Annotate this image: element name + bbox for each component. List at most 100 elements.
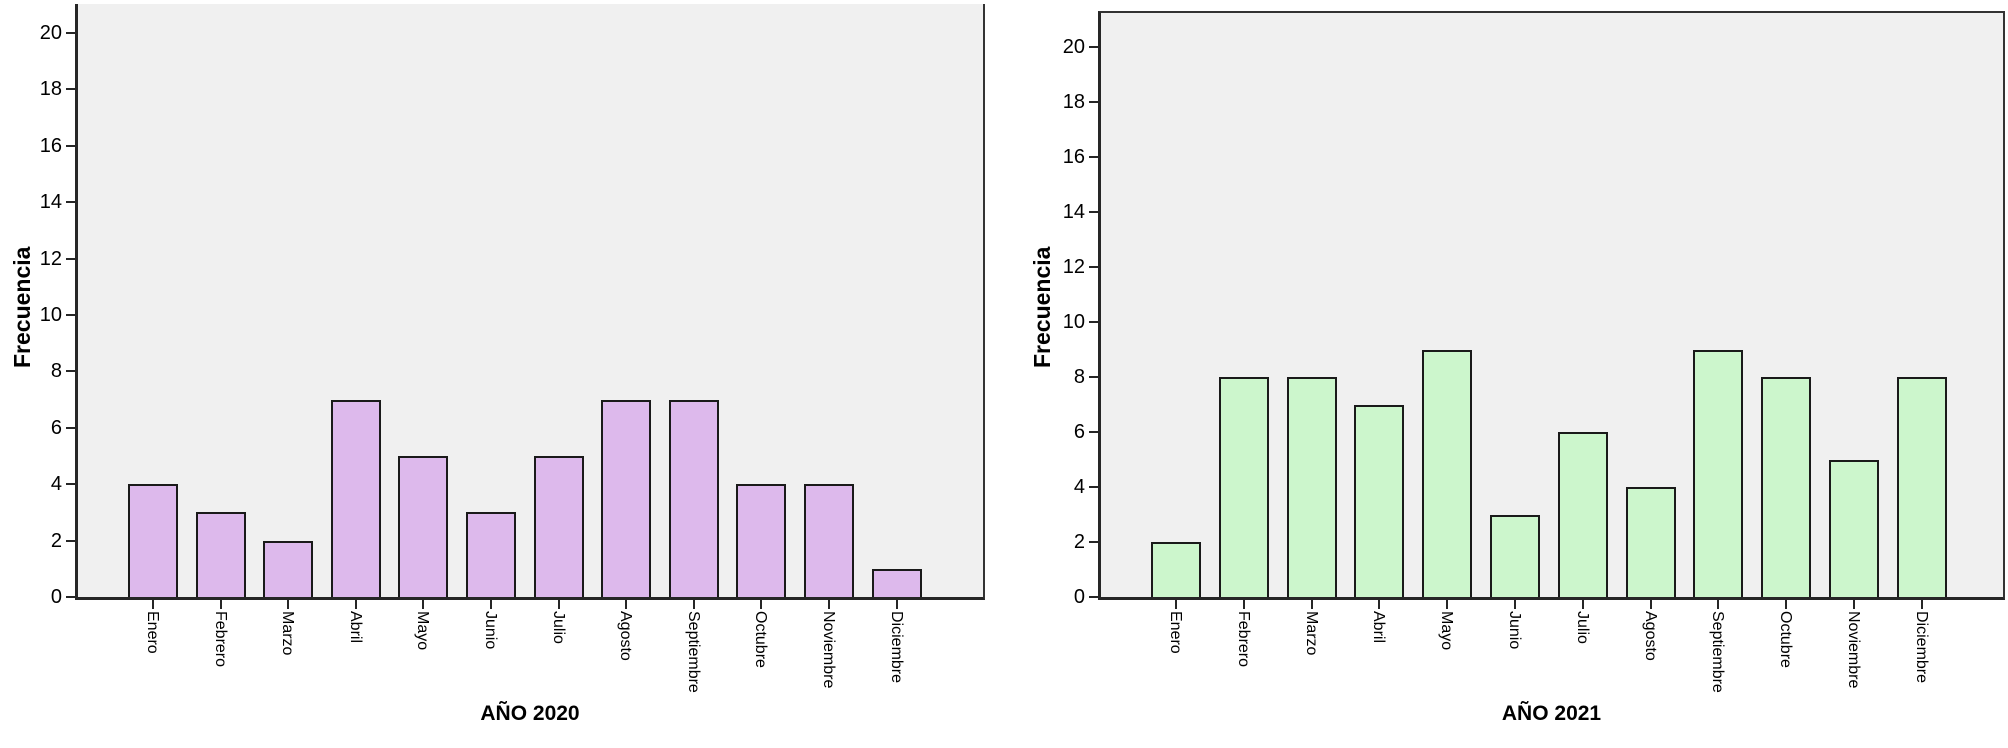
- x-axis-tick-label: Julio: [1573, 611, 1591, 644]
- y-axis-tick-label: 14: [39, 191, 62, 214]
- bar-noviembre: [1829, 459, 1879, 597]
- bar-diciembre: [1896, 377, 1947, 597]
- y-axis-tick-label: 6: [1073, 421, 1085, 443]
- bar-junio: [466, 512, 516, 597]
- y-axis-tick: [1089, 431, 1099, 433]
- bar-noviembre: [804, 484, 854, 597]
- x-axis-tick: [1717, 600, 1720, 609]
- x-axis-tick-label: Octubre: [1777, 611, 1795, 668]
- x-axis-title: AÑO 2021: [1501, 702, 1602, 725]
- y-axis-tick: [66, 32, 76, 34]
- x-axis-tick: [219, 600, 222, 609]
- bar-abril: [330, 399, 381, 597]
- x-axis-tick-label: Diciembre: [1912, 611, 1930, 684]
- y-axis-tick-label: 12: [1062, 256, 1085, 278]
- y-axis-tick-label: 0: [50, 586, 62, 608]
- y-axis-tick: [66, 257, 76, 260]
- x-axis-tick-label: Agosto: [617, 611, 635, 661]
- x-axis-tick: [1920, 600, 1923, 609]
- y-axis-tick: [66, 88, 76, 91]
- y-axis-tick: [1089, 321, 1099, 323]
- x-axis-tick-label: Junio: [482, 611, 499, 650]
- x-axis-tick: [422, 600, 425, 609]
- y-axis-tick-label: 10: [1062, 311, 1085, 333]
- x-axis-tick-label: Febrero: [211, 611, 229, 668]
- x-axis-tick-label: Diciembre: [887, 611, 905, 684]
- bar-marzo: [1286, 377, 1337, 597]
- x-axis-tick-label: Abril: [1370, 611, 1388, 644]
- bar-julio: [1557, 432, 1608, 597]
- x-axis-tick: [1310, 600, 1313, 609]
- y-axis-tick: [1089, 266, 1099, 268]
- y-axis-tick: [66, 483, 76, 486]
- x-axis-tick: [287, 600, 290, 609]
- y-axis-tick: [1089, 376, 1099, 378]
- x-axis-title: AÑO 2020: [480, 702, 580, 725]
- bar-abril: [1354, 404, 1405, 597]
- x-axis-tick: [1242, 600, 1245, 609]
- bar-octubre: [1761, 377, 1812, 597]
- x-axis-tick-label: Marzo: [1302, 611, 1320, 656]
- x-axis-tick: [1514, 600, 1516, 609]
- bar-julio: [533, 456, 584, 597]
- y-axis-tick-label: 20: [1062, 36, 1085, 58]
- x-axis-tick: [895, 600, 898, 609]
- bar-febrero: [1218, 377, 1269, 597]
- x-axis-tick-label: Mayo: [414, 611, 432, 651]
- y-axis-tick: [1089, 46, 1099, 48]
- x-axis-tick: [828, 600, 830, 609]
- x-axis-tick: [1378, 600, 1381, 609]
- y-axis-tick-label: 4: [1073, 476, 1085, 498]
- x-axis-tick-label: Enero: [1167, 611, 1184, 654]
- y-axis-tick-label: 2: [1073, 531, 1085, 553]
- y-axis-tick: [1089, 156, 1099, 158]
- y-axis-tick: [66, 596, 76, 598]
- y-axis-tick: [66, 426, 76, 429]
- bar-agosto: [601, 399, 652, 597]
- y-axis-tick-label: 6: [50, 416, 62, 439]
- x-axis-tick-label: Junio: [1506, 611, 1523, 650]
- y-axis-tick: [66, 539, 76, 542]
- y-axis-tick-label: 14: [1062, 201, 1085, 223]
- y-axis-tick-label: 10: [39, 304, 62, 326]
- x-axis-tick: [625, 600, 628, 609]
- x-axis-tick-label: Abril: [346, 611, 364, 644]
- y-axis-tick-label: 8: [50, 360, 62, 383]
- bar-mayo: [1422, 349, 1473, 597]
- y-axis-tick-label: 4: [50, 473, 62, 496]
- y-axis-tick-label: 12: [39, 247, 62, 270]
- x-axis-tick-label: Agosto: [1641, 611, 1659, 661]
- bar-enero: [128, 484, 178, 597]
- bar-septiembre: [668, 399, 719, 597]
- y-axis-tick-label: 0: [1073, 586, 1085, 608]
- x-axis-tick: [1581, 600, 1584, 609]
- x-axis-tick: [557, 600, 560, 609]
- y-axis-tick: [1089, 486, 1099, 488]
- y-axis-tick-label: 2: [50, 529, 62, 552]
- x-axis-tick-label: Mayo: [1438, 611, 1456, 651]
- y-axis-tick-label: 16: [39, 134, 62, 157]
- bar-marzo: [263, 540, 314, 597]
- y-axis-tick: [1089, 596, 1099, 598]
- x-axis-tick-label: Septiembre: [1709, 611, 1727, 693]
- x-axis-tick: [490, 600, 492, 609]
- bar-febrero: [195, 512, 246, 597]
- bar-agosto: [1625, 487, 1676, 597]
- x-axis-tick: [1649, 600, 1652, 609]
- plot-area-2020: 0 2 4 6 8 10 12 14 16 18 20 Enero Febrero Marzo Abril M…: [40, 4, 985, 693]
- y-axis-tick-label: 18: [39, 78, 62, 101]
- x-axis-tick-label: Noviembre: [820, 611, 837, 689]
- bar-diciembre: [871, 568, 922, 597]
- y-axis-tick: [1089, 541, 1099, 543]
- y-axis-tick-label: 18: [1062, 91, 1085, 113]
- x-axis-tick-label: Marzo: [279, 611, 297, 656]
- x-axis-tick: [760, 600, 763, 609]
- x-axis-tick-label: Febrero: [1234, 611, 1252, 668]
- y-axis-tick-label: 20: [39, 22, 62, 44]
- y-axis-tick: [1089, 211, 1099, 213]
- x-axis-tick-label: Septiembre: [684, 611, 702, 693]
- bar-junio: [1490, 514, 1540, 597]
- x-axis-tick: [1785, 600, 1788, 609]
- y-axis-tick: [1089, 101, 1099, 103]
- bar-enero: [1151, 542, 1201, 597]
